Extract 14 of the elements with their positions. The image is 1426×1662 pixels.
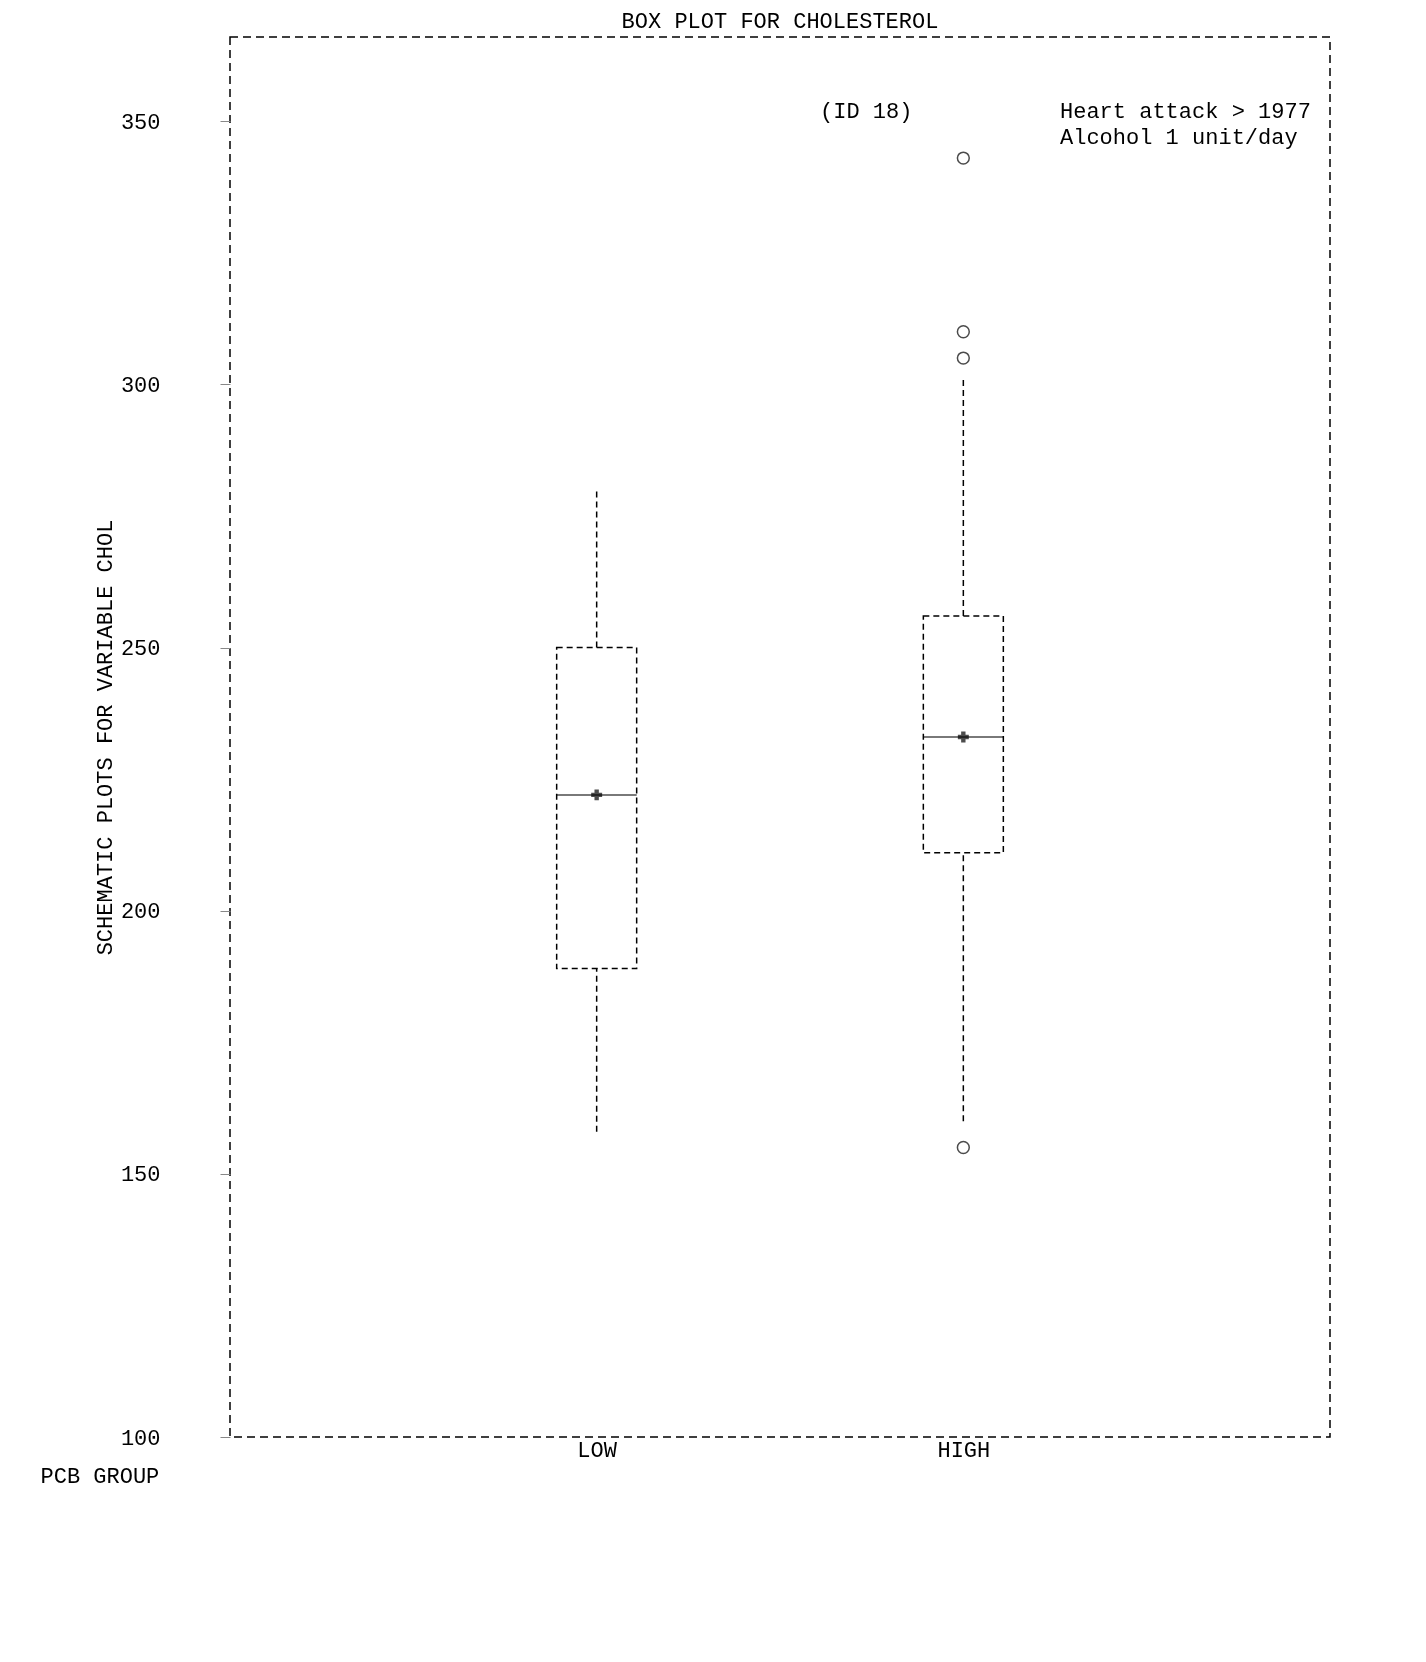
y-tick-label: 150: [120, 1163, 161, 1189]
x-tick-label: HIGH: [937, 1438, 991, 1464]
y-tick-label: 200: [120, 900, 161, 926]
annotation: Alcohol 1 unit/day: [1060, 126, 1298, 151]
y-tick-label: 250: [120, 637, 161, 663]
y-tick-label: 300: [120, 373, 161, 399]
y-axis-title: SCHEMATIC PLOTS FOR VARIABLE CHOL: [93, 519, 119, 956]
annotation: (ID 18): [820, 100, 913, 125]
annotation: Heart attack > 1977: [1060, 100, 1311, 125]
x-tick-label: LOW: [577, 1438, 618, 1464]
y-tick-label: 350: [120, 110, 161, 136]
y-tick-label: 100: [120, 1426, 161, 1452]
chart-title: BOX PLOT FOR CHOLESTEROL: [621, 10, 939, 35]
x-axis-title: PCB GROUP: [40, 1464, 160, 1490]
